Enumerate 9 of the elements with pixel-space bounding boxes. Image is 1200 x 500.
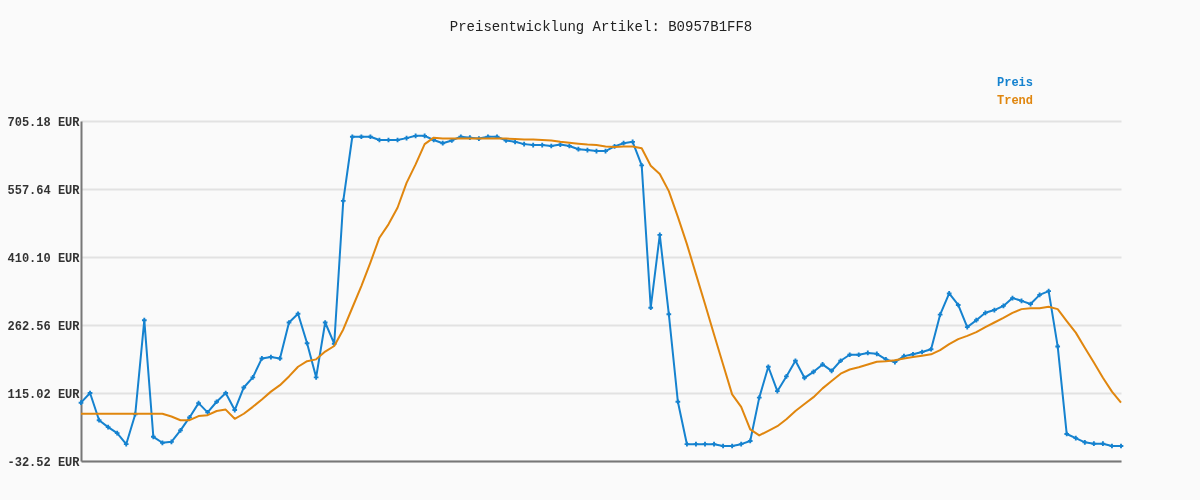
y-tick-label: 262.56 EUR bbox=[7, 319, 81, 334]
y-tick-label: -32.52 EUR bbox=[7, 455, 81, 470]
y-tick-label: 705.18 EUR bbox=[7, 115, 81, 130]
text: Trend bbox=[997, 94, 1034, 108]
y-tick-label: 115.02 EUR bbox=[7, 387, 81, 402]
y-tick-label: 557.64 EUR bbox=[7, 183, 81, 198]
y-tick-label: 410.10 EUR bbox=[7, 251, 81, 266]
chart-title: Preisentwicklung Artikel: B0957B1FF8 bbox=[449, 19, 753, 35]
text: Preis bbox=[997, 76, 1034, 90]
